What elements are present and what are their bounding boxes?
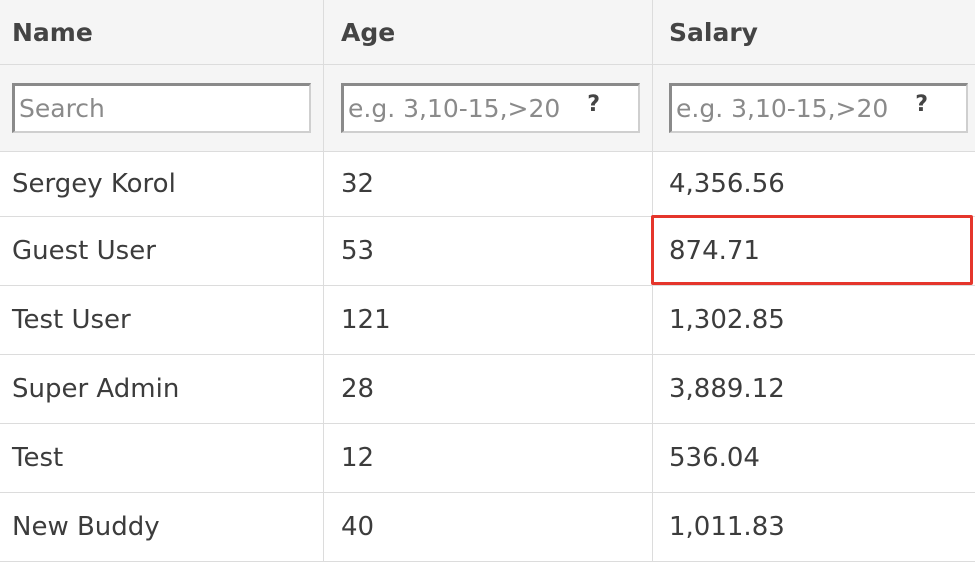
- cell-name: Sergey Korol: [12, 169, 176, 199]
- salary-filter-box: ?: [669, 83, 968, 133]
- table-row[interactable]: Guest User 53 874.71: [0, 217, 975, 286]
- table-row[interactable]: Test 12 536.04: [0, 424, 975, 493]
- age-filter-help-icon[interactable]: ?: [587, 92, 600, 117]
- filter-row: ? ?: [0, 65, 975, 152]
- cell-name: Test User: [12, 305, 131, 335]
- name-search-input[interactable]: [15, 86, 309, 131]
- salary-filter-input[interactable]: [672, 86, 966, 131]
- column-header-age[interactable]: Age: [323, 0, 652, 64]
- filter-cell-age: ?: [323, 65, 652, 151]
- table-row[interactable]: New Buddy 40 1,011.83: [0, 493, 975, 562]
- cell-age: 28: [323, 355, 652, 423]
- column-header-salary[interactable]: Salary: [652, 0, 975, 64]
- column-header-name[interactable]: Name: [12, 17, 93, 47]
- cell-age: 12: [323, 424, 652, 492]
- cell-salary: 4,356.56: [652, 152, 975, 216]
- table-row[interactable]: Super Admin 28 3,889.12: [0, 355, 975, 424]
- cell-salary: 1,011.83: [652, 493, 975, 561]
- salary-filter-help-icon[interactable]: ?: [915, 92, 928, 117]
- filter-cell-salary: ?: [652, 65, 975, 151]
- cell-salary: 1,302.85: [652, 286, 975, 354]
- age-filter-input[interactable]: [344, 86, 638, 131]
- header-row: Name Age Salary: [0, 0, 975, 65]
- cell-age: 32: [323, 152, 652, 216]
- cell-salary[interactable]: 874.71: [652, 217, 975, 285]
- table-row[interactable]: Sergey Korol 32 4,356.56: [0, 152, 975, 217]
- cell-salary: 536.04: [652, 424, 975, 492]
- cell-age: 53: [323, 217, 652, 285]
- cell-name: Guest User: [12, 236, 156, 266]
- cell-name: New Buddy: [12, 512, 160, 542]
- cell-salary: 3,889.12: [652, 355, 975, 423]
- cell-age: 40: [323, 493, 652, 561]
- cell-age: 121: [323, 286, 652, 354]
- age-filter-box: ?: [341, 83, 640, 133]
- filter-cell-name: [0, 65, 323, 151]
- cell-name: Super Admin: [12, 374, 180, 404]
- cell-name: Test: [12, 443, 64, 473]
- name-filter-box: [12, 83, 311, 133]
- table-row[interactable]: Test User 121 1,302.85: [0, 286, 975, 355]
